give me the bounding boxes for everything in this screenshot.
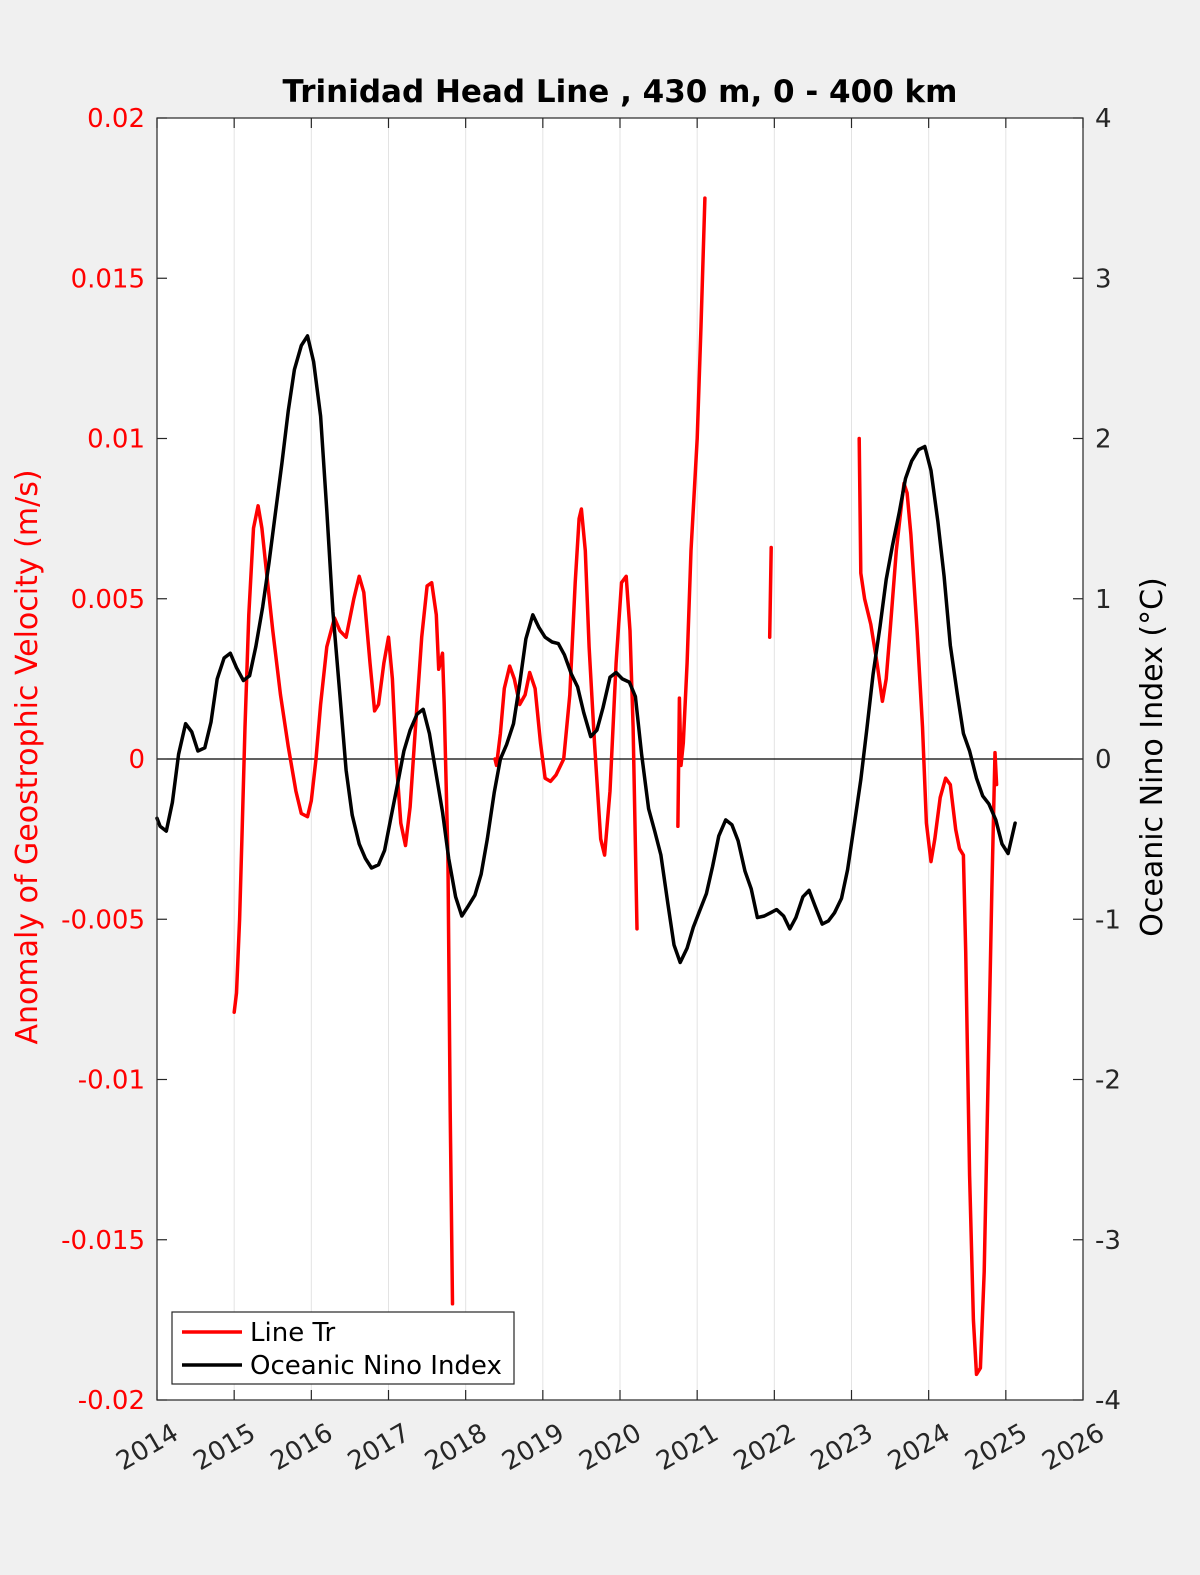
y-tick-label-left: -0.01 <box>78 1066 145 1096</box>
series-group <box>155 196 1017 1377</box>
legend-label-line-tr: Line Tr <box>250 1318 336 1348</box>
y-tick-label-left: -0.005 <box>61 905 145 935</box>
y-tick-label-left: 0.01 <box>87 425 145 455</box>
tick-labels: 2014 2015 2016 2017 2018 2019 2020 2021 2022 2023… <box>61 104 1121 1477</box>
y-tick-label-right: -4 <box>1095 1386 1121 1416</box>
ticks <box>156 117 1084 1401</box>
legend-box <box>171 1311 515 1385</box>
legend: Line Tr Oceanic Nino Index <box>171 1311 515 1385</box>
y-tick-label-right: 2 <box>1095 425 1112 455</box>
y-tick-label-right: 0 <box>1095 745 1112 775</box>
y-axis-label-right: Oceanic Nino Index (°C) <box>1135 577 1170 937</box>
y-tick-label-right: 4 <box>1095 104 1112 134</box>
series-line-segment <box>767 545 773 639</box>
series-line-segment <box>857 436 999 1377</box>
series-oceanic-nino-index <box>155 334 1017 965</box>
series-line-segment <box>676 196 707 829</box>
y-tick-label-right: 3 <box>1095 264 1112 294</box>
series-line-segment <box>155 334 1017 965</box>
y-axis-label-left: Anomaly of Geostrophic Velocity (m/s) <box>10 469 45 1044</box>
y-tick-label-left: 0.02 <box>87 104 145 134</box>
y-tick-label-left: -0.02 <box>78 1386 145 1416</box>
y-tick-label-left: 0.015 <box>71 264 145 294</box>
y-tick-label-right: 1 <box>1095 585 1112 615</box>
y-tick-label-left: -0.015 <box>61 1226 145 1256</box>
series-line-segment <box>232 504 455 1306</box>
y-tick-label-left: 0.005 <box>71 585 145 615</box>
y-tick-label-right: -1 <box>1095 905 1121 935</box>
series-line-segment <box>493 507 639 931</box>
series-line-tr <box>232 196 999 1377</box>
y-tick-label-right: -2 <box>1095 1066 1121 1096</box>
y-tick-label-right: -3 <box>1095 1226 1121 1256</box>
y-tick-label-left: 0 <box>128 745 145 775</box>
legend-label-oni: Oceanic Nino Index <box>250 1351 502 1381</box>
chart-title: Trinidad Head Line , 430 m, 0 - 400 km <box>283 74 958 110</box>
